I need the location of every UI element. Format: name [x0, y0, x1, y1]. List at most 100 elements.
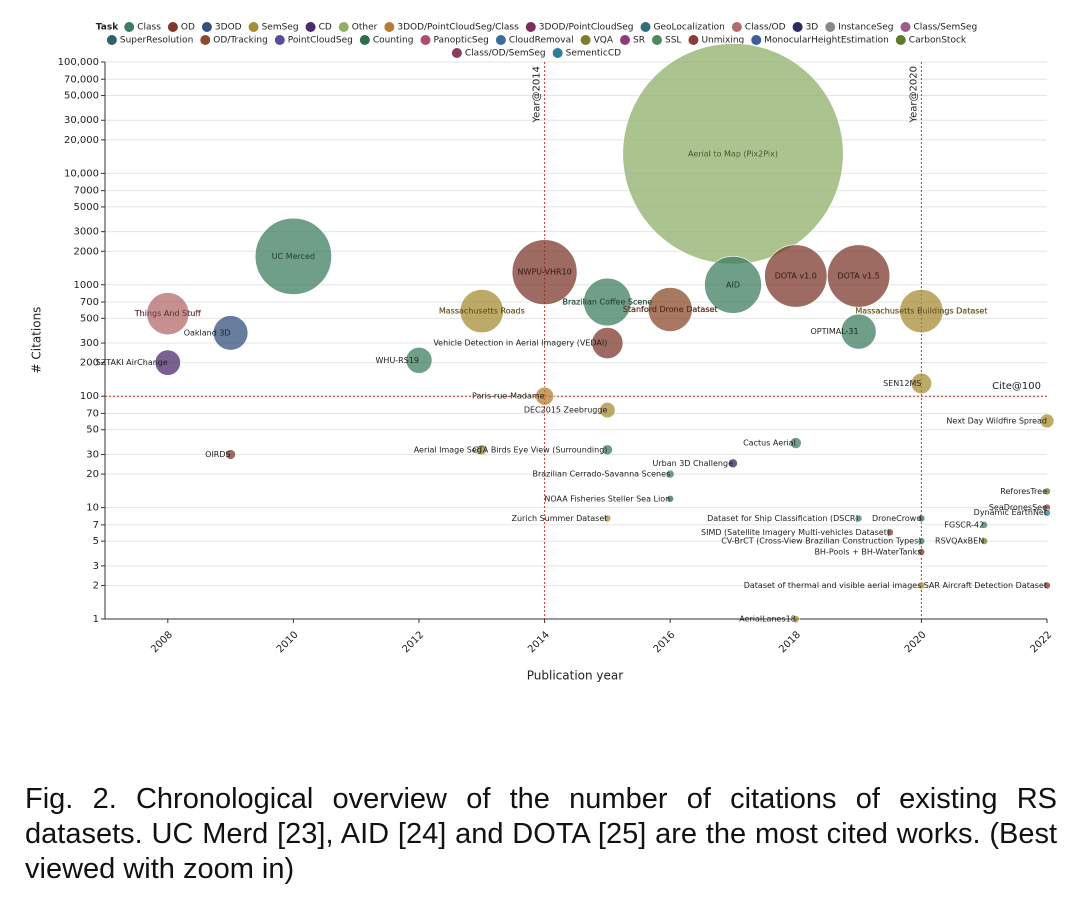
legend-label: Class	[137, 23, 161, 33]
bubble-label: Dynamic EarthNet	[974, 508, 1047, 517]
legend-marker	[651, 35, 662, 45]
y-tick-label: 100,000	[58, 57, 99, 68]
x-tick-label: 2018	[777, 629, 803, 655]
x-tick-label: 2016	[652, 629, 678, 655]
y-tick-label: 3000	[74, 227, 99, 238]
legend-label: CloudRemoval	[509, 36, 574, 46]
legend-item: CD	[305, 22, 332, 33]
legend-marker	[580, 35, 591, 45]
bubble-label: Stanford Drone Dataset	[623, 305, 718, 314]
legend-label: 3DOD/PointCloudSeg	[539, 23, 634, 33]
legend-item: 3DOD	[201, 22, 242, 33]
bubble	[791, 615, 800, 623]
bubble	[1043, 581, 1051, 590]
legend-marker	[106, 35, 117, 45]
y-tick-label: 1	[93, 614, 99, 625]
bubble	[827, 244, 891, 308]
legend-item: Other	[338, 22, 378, 33]
legend-item: PanopticSeg	[420, 35, 489, 46]
y-tick-label: 200	[80, 358, 99, 369]
legend-marker	[495, 35, 506, 45]
bubble	[917, 581, 926, 590]
legend-label: SR	[633, 36, 645, 46]
y-tick-label: 50	[86, 425, 99, 436]
bubble-label: UC Merced	[272, 252, 315, 261]
legend-marker	[384, 22, 395, 32]
bubble-label: AerialLanes18	[739, 615, 796, 624]
legend: Task Class OD 3DOD SemSeg CD Other 3DOD/PointCl…	[96, 22, 977, 59]
bubble	[225, 449, 236, 460]
legend-label: SemSeg	[262, 23, 299, 33]
legend-marker	[640, 22, 651, 32]
y-tick-label: 2	[93, 580, 99, 591]
bubble-label: AID	[726, 280, 740, 289]
legend-item: SementicCD	[552, 48, 621, 59]
legend-label: CarbonStock	[909, 36, 967, 46]
legend-marker	[900, 22, 911, 32]
y-tick-label: 300	[80, 338, 99, 349]
bubble	[840, 313, 877, 350]
legend-item: Class/SemSeg	[900, 22, 977, 33]
y-axis-label: # Citations	[30, 307, 44, 374]
reference-label: Year@2020	[908, 66, 919, 124]
y-tick-label: 3	[93, 561, 99, 572]
y-tick-label: 5	[93, 536, 99, 547]
legend-label: SSL	[665, 36, 681, 46]
bubble-label: ReforesTree	[1000, 487, 1047, 496]
bubble-label: Aerial Image Seg	[414, 445, 482, 454]
bubble-label: Paris-rue-Madame	[472, 392, 545, 401]
bubble	[764, 244, 828, 308]
bubble-label: Urban 3D Challenge	[652, 459, 733, 468]
bubble-label: CV-BrCT (Cross-View Brazilian Constructi…	[721, 537, 921, 546]
legend-marker	[825, 22, 836, 32]
bubble-label: Vehicle Detection in Aerial Imagery (VED…	[433, 339, 607, 348]
y-tick-label: 70,000	[64, 74, 99, 85]
legend-item: SR	[620, 35, 645, 46]
y-tick-label: 500	[80, 313, 99, 324]
bubble	[601, 444, 613, 456]
legend-label: GeoLocalization	[654, 23, 725, 33]
legend-label: Class/SemSeg	[913, 23, 977, 33]
bubble	[917, 537, 926, 545]
legend-item: SSL	[651, 35, 681, 46]
y-tick-label: 50,000	[64, 91, 99, 102]
bubble	[146, 292, 190, 336]
y-tick-label: 7000	[74, 186, 99, 197]
x-tick-label: 2014	[526, 629, 552, 655]
bubble-label: NWPU-VHR10	[517, 268, 571, 277]
legend-item: 3DOD/PointCloudSeg	[525, 22, 634, 33]
bubble-label: Cactus Aerial	[743, 439, 796, 448]
bubble	[212, 315, 249, 351]
y-tick-label: 7	[93, 520, 99, 531]
bubble-label: SeaDronesSee	[989, 503, 1047, 512]
legend-item: InstanceSeg	[825, 22, 893, 33]
bubble	[583, 277, 632, 327]
bubble-label: SEN12MS	[883, 379, 921, 388]
x-tick-label: 2022	[1028, 629, 1054, 655]
y-tick-label: 1000	[74, 280, 99, 291]
bubble-label: OPTIMAL-31	[810, 327, 858, 336]
legend-label: SuperResolution	[120, 36, 193, 46]
caption: Fig. 2. Chronological overview of the nu…	[25, 783, 1057, 885]
bubble	[1043, 508, 1051, 517]
x-tick-label: 2008	[149, 629, 175, 655]
legend-label: VQA	[594, 36, 614, 46]
bubble-label: SAR Aircraft Detection Dataset	[924, 581, 1047, 590]
legend-item: CloudRemoval	[495, 35, 574, 46]
bubble	[154, 349, 181, 376]
bubble	[899, 289, 944, 334]
bubble	[599, 402, 616, 419]
legend-marker	[248, 22, 259, 32]
legend-label: Unmixing	[701, 36, 744, 46]
bubble	[854, 514, 863, 523]
legend-marker	[895, 35, 906, 45]
legend-marker	[305, 22, 316, 32]
legend-label: Counting	[373, 36, 414, 46]
legend-item: SemSeg	[248, 22, 299, 33]
bubble-label: BH-Pools + BH-WaterTanks	[814, 547, 921, 556]
legend-label: OD/Tracking	[213, 36, 268, 46]
bubble-label: DOTA v1.5	[837, 271, 879, 280]
legend-marker	[525, 22, 536, 32]
legend-marker	[731, 22, 742, 32]
reference-label: Cite@100	[992, 381, 1041, 392]
